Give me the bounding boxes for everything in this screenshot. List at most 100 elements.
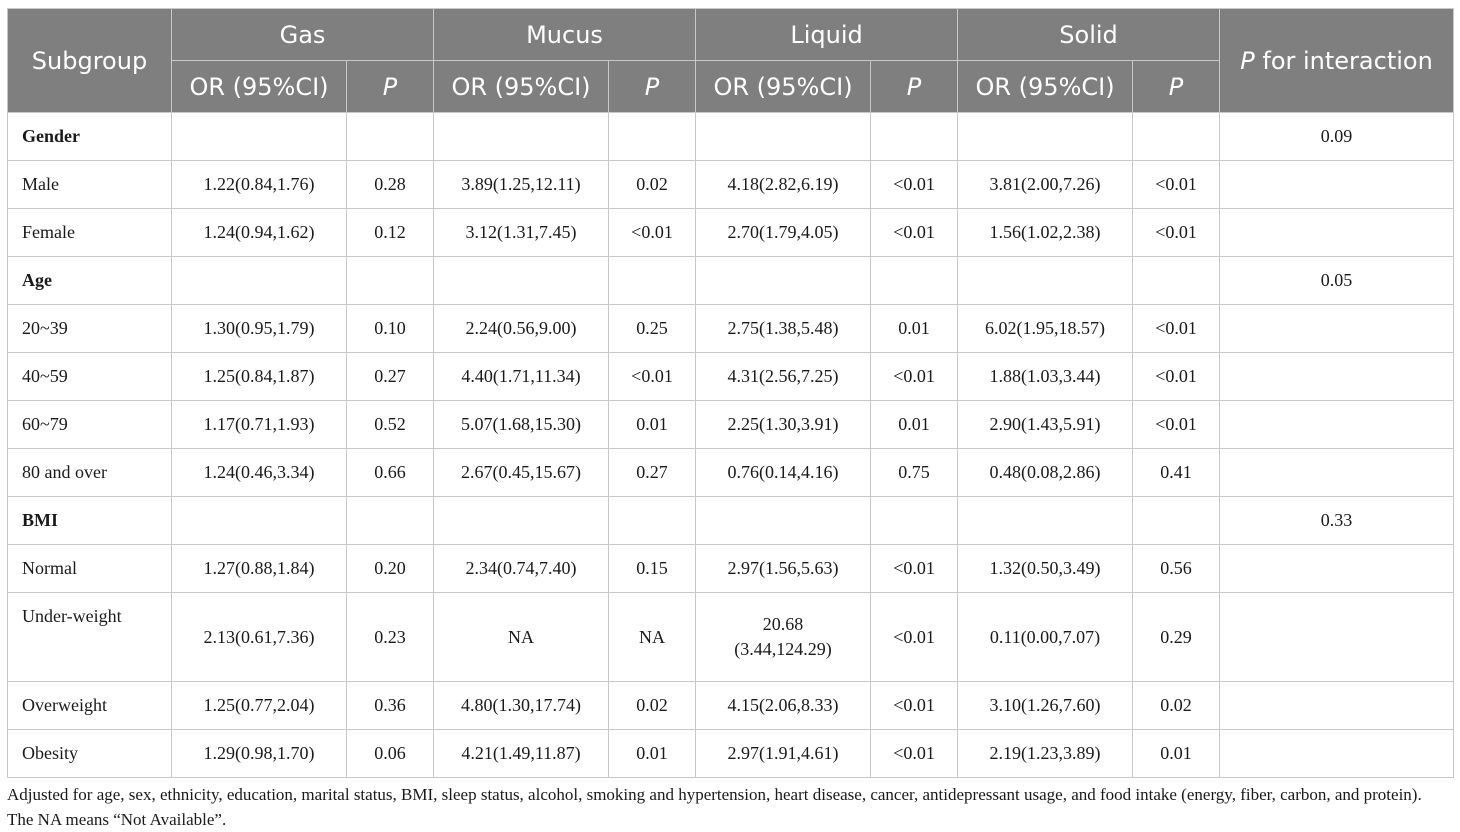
table-row: Under-weight 2.13(0.61,7.36) 0.23 NA NA 20.68…: [7, 592, 1455, 682]
p-value-cell: 0.01: [870, 304, 959, 353]
row-label: Male: [7, 160, 172, 209]
p-value-cell: [870, 256, 959, 305]
header-group-mucus: Mucus: [432, 8, 697, 61]
p-value-cell: 0.02: [1132, 681, 1221, 730]
row-label: Obesity: [7, 729, 172, 778]
or-ci-cell: 1.56(1.02,2.38): [957, 208, 1134, 257]
table-body: Gender 0.09 Male 1.22(0.84,1.76) 0.28 3.89(1.…: [7, 112, 1455, 778]
p-value-cell: 0.52: [346, 400, 434, 449]
or-ci-cell: 1.25(0.77,2.04): [171, 681, 347, 730]
p-value-cell: 0.06: [346, 729, 434, 778]
interaction-p-cell: [1219, 208, 1455, 257]
or-ci-cell: 2.19(1.23,3.89): [957, 729, 1134, 778]
or-ci-cell: [433, 112, 609, 161]
or-ci-cell: 5.07(1.68,15.30): [433, 400, 609, 449]
or-ci-cell: 4.31(2.56,7.25): [695, 352, 872, 401]
p-value-cell: 0.27: [607, 448, 697, 497]
header-p-gas: P: [346, 60, 434, 113]
interaction-p-cell: [1219, 681, 1455, 730]
section-label: Gender: [7, 112, 172, 161]
table-row: Normal 1.27(0.88,1.84) 0.20 2.34(0.74,7.40)…: [7, 544, 1455, 593]
interaction-p-cell: [1219, 592, 1455, 682]
or-ci-cell: 3.12(1.31,7.45): [433, 208, 609, 257]
header-subgroup: Subgroup: [7, 8, 172, 113]
or-ci-cell: [695, 256, 872, 305]
interaction-p-cell: 0.05: [1219, 256, 1455, 305]
or-ci-cell: 2.90(1.43,5.91): [957, 400, 1134, 449]
or-ci-cell: [171, 496, 347, 545]
header-or-mucus: OR (95%CI): [433, 60, 609, 113]
or-ci-cell: 4.21(1.49,11.87): [433, 729, 609, 778]
or-ci-cell: 4.80(1.30,17.74): [433, 681, 609, 730]
p-value-cell: <0.01: [1132, 352, 1221, 401]
footnote-line-2: The NA means “Not Available”.: [7, 810, 227, 829]
or-ci-cell: 1.24(0.94,1.62): [171, 208, 347, 257]
p-value-cell: <0.01: [870, 208, 959, 257]
p-value-cell: 0.36: [346, 681, 434, 730]
or-ci-cell: [695, 496, 872, 545]
p-value-cell: <0.01: [870, 681, 959, 730]
interaction-p-cell: [1219, 352, 1455, 401]
or-ci-cell: NA: [433, 592, 609, 682]
section-row: Gender 0.09: [7, 112, 1455, 161]
subgroup-analysis-table: Subgroup Gas Mucus Liquid Solid P for in…: [7, 8, 1455, 778]
p-value-cell: <0.01: [870, 352, 959, 401]
or-ci-cell: [957, 496, 1134, 545]
p-value-cell: <0.01: [1132, 304, 1221, 353]
section-row: BMI 0.33: [7, 496, 1455, 545]
p-value-cell: 0.66: [346, 448, 434, 497]
or-ci-cell: 0.48(0.08,2.86): [957, 448, 1134, 497]
p-value-cell: 0.01: [607, 400, 697, 449]
interaction-p-cell: [1219, 160, 1455, 209]
p-value-cell: <0.01: [1132, 160, 1221, 209]
p-value-cell: [346, 256, 434, 305]
header-group-gas: Gas: [171, 8, 434, 61]
p-value-cell: <0.01: [870, 592, 959, 682]
p-value-cell: <0.01: [607, 352, 697, 401]
or-ci-cell: 0.76(0.14,4.16): [695, 448, 872, 497]
p-value-cell: 0.23: [346, 592, 434, 682]
interaction-p-cell: 0.09: [1219, 112, 1455, 161]
p-value-cell: <0.01: [1132, 208, 1221, 257]
table-footnote: Adjusted for age, sex, ethnicity, educat…: [7, 782, 1453, 832]
or-ci-cell: 2.13(0.61,7.36): [171, 592, 347, 682]
or-ci-cell: [171, 112, 347, 161]
table-row: 40~59 1.25(0.84,1.87) 0.27 4.40(1.71,11.34)…: [7, 352, 1455, 401]
interaction-p-cell: [1219, 304, 1455, 353]
p-value-cell: [346, 112, 434, 161]
interaction-p-cell: [1219, 729, 1455, 778]
p-value-cell: <0.01: [870, 729, 959, 778]
section-label: BMI: [7, 496, 172, 545]
or-ci-cell: 3.10(1.26,7.60): [957, 681, 1134, 730]
p-value-cell: 0.10: [346, 304, 434, 353]
or-ci-cell: 1.88(1.03,3.44): [957, 352, 1134, 401]
p-value-cell: 0.75: [870, 448, 959, 497]
p-value-cell: 0.15: [607, 544, 697, 593]
or-ci-cell: 6.02(1.95,18.57): [957, 304, 1134, 353]
or-ci-cell: 3.81(2.00,7.26): [957, 160, 1134, 209]
row-label: Normal: [7, 544, 172, 593]
or-ci-cell: 1.29(0.98,1.70): [171, 729, 347, 778]
table-row: Female 1.24(0.94,1.62) 0.12 3.12(1.31,7.45)…: [7, 208, 1455, 257]
table-header: Subgroup Gas Mucus Liquid Solid P for in…: [7, 8, 1455, 113]
row-label: Female: [7, 208, 172, 257]
p-value-cell: [607, 496, 697, 545]
p-value-cell: 0.01: [607, 729, 697, 778]
p-value-cell: [346, 496, 434, 545]
p-value-cell: [1132, 496, 1221, 545]
or-ci-cell: [433, 256, 609, 305]
table-row: Male 1.22(0.84,1.76) 0.28 3.89(1.25,12.11) 0…: [7, 160, 1455, 209]
or-ci-cell: 1.22(0.84,1.76): [171, 160, 347, 209]
or-ci-cell: 1.24(0.46,3.34): [171, 448, 347, 497]
row-label: 80 and over: [7, 448, 172, 497]
or-ci-cell: 2.70(1.79,4.05): [695, 208, 872, 257]
header-or-liquid: OR (95%CI): [695, 60, 872, 113]
table-row: 80 and over 1.24(0.46,3.34) 0.66 2.67(0.45,…: [7, 448, 1455, 497]
or-ci-cell: 2.25(1.30,3.91): [695, 400, 872, 449]
or-ci-cell: 1.25(0.84,1.87): [171, 352, 347, 401]
footnote-line-1: Adjusted for age, sex, ethnicity, educat…: [7, 785, 1422, 804]
p-value-cell: 0.28: [346, 160, 434, 209]
or-ci-cell: 20.68 (3.44,124.29): [695, 592, 872, 682]
or-ci-cell: 2.24(0.56,9.00): [433, 304, 609, 353]
interaction-p-cell: 0.33: [1219, 496, 1455, 545]
